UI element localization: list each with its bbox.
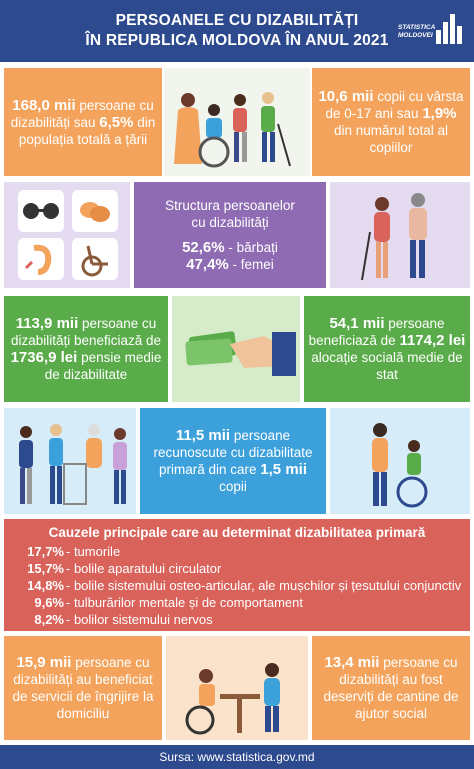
elderly-couple-icon [361, 193, 427, 281]
canteen-box: 13,4 mii persoane cu dizabilități au fos… [312, 636, 470, 740]
source-link[interactable]: Sursa: www.statistica.gov.md [159, 750, 315, 764]
logo-text: STATISTICA MOLDOVEI [398, 24, 436, 39]
money-hand-icon [185, 331, 296, 376]
causes-title: Cauzele principale care au determinat di… [48, 525, 426, 540]
glasses-icon [18, 190, 64, 232]
money-illustration [172, 296, 300, 402]
total-persons-box: 168,0 mii persoane cu dizabilități sau 6… [4, 68, 162, 176]
allowance-box: 54,1 mii persoane beneficiază de 1174,2 … [304, 296, 470, 402]
couple-illustration [330, 182, 470, 288]
pension-box: 113,9 mii persoane cu dizabilități benef… [4, 296, 168, 402]
disability-types-icons [4, 182, 130, 288]
primary-disability-text: 11,5 mii persoane recunoscute cu dizabil… [153, 427, 313, 494]
people-with-disabilities-icon [174, 92, 291, 168]
home-care-text: 15,9 mii persoane cu dizabilități au ben… [12, 654, 154, 721]
canteen-text: 13,4 mii persoane cu dizabilități au fos… [323, 654, 459, 721]
structure-title: Structura persoanelor cu dizabilități [165, 198, 295, 230]
caregiver-illustration [330, 408, 470, 514]
title-line-2: ÎN REPUBLICA MOLDOVA ÎN ANUL 2021 [85, 32, 389, 49]
total-persons-text: 168,0 mii persoane cu dizabilități sau 6… [10, 96, 156, 147]
home-care-box: 15,9 mii persoane cu dizabilități au ben… [4, 636, 162, 740]
allowance-text: 54,1 mii persoane beneficiază de 1174,2 … [308, 315, 466, 382]
statistica-logo: STATISTICA MOLDOVEI [398, 14, 464, 48]
logo-bars-icon [436, 14, 462, 44]
people-illustration [164, 68, 310, 176]
dining-table-icon [185, 663, 280, 735]
caregiver-wheelchair-icon [372, 423, 428, 508]
title-line-1: PERSOANELE CU DIZABILITĂȚI [115, 12, 359, 29]
wheelchair-icon [72, 238, 118, 280]
pension-text: 113,9 mii persoane cu dizabilități benef… [10, 315, 162, 382]
primary-disability-box: 11,5 mii persoane recunoscute cu dizabil… [140, 408, 326, 514]
walkers-illustration [4, 408, 136, 514]
sign-language-icon [72, 190, 118, 232]
canteen-illustration [166, 636, 308, 740]
source-footer: Sursa: www.statistica.gov.md [0, 745, 474, 769]
children-box: 10,6 mii copii cu vârsta de 0-17 ani sau… [312, 68, 470, 176]
walker-people-icon [19, 424, 127, 505]
children-text: 10,6 mii copii cu vârsta de 0-17 ani sau… [318, 88, 464, 155]
header-banner: PERSOANELE CU DIZABILITĂȚI ÎN REPUBLICA … [0, 0, 474, 62]
women-share: 47,4% - femei [186, 256, 274, 273]
main-causes-section: Cauzele principale care au determinat di… [4, 519, 470, 631]
ear-icon [18, 238, 64, 280]
gender-structure-box: Structura persoanelor cu dizabilități 52,… [134, 182, 326, 288]
men-share: 52,6% - bărbați [182, 239, 278, 256]
